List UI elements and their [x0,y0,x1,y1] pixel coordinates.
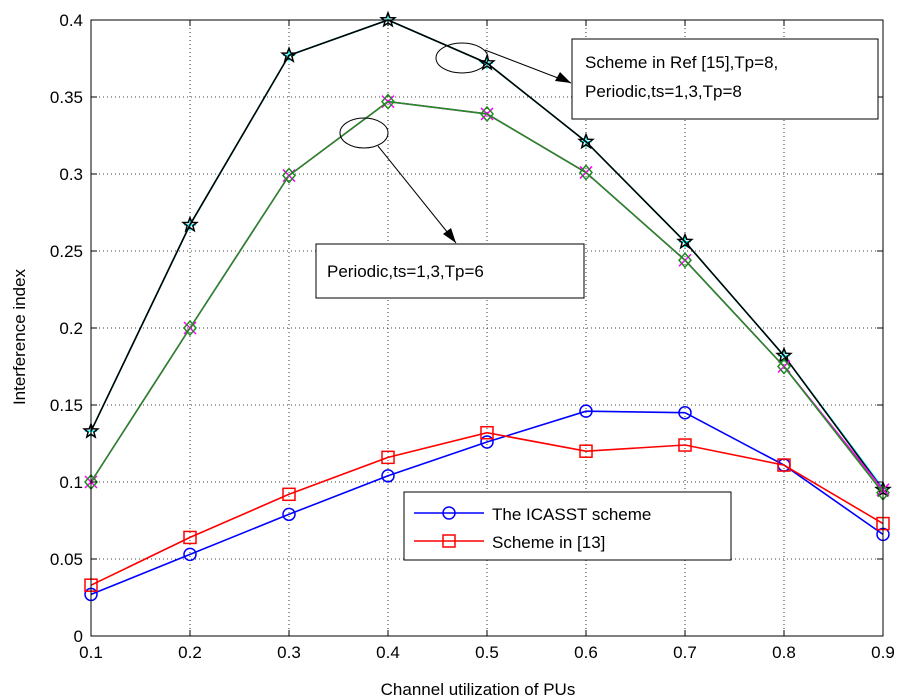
data-point [183,547,197,562]
data-point [381,93,395,110]
annotation-arrowhead-middle [443,228,456,243]
annotation-group-top: Scheme in Ref [15],Tp=8, Periodic,ts=1,3… [435,38,879,120]
x-tick-label: 0.4 [376,643,400,662]
x-tick-label: 0.7 [673,643,697,662]
x-tick-label: 0.1 [79,643,103,662]
y-tick-label: 0.05 [50,550,83,569]
data-point [282,167,296,184]
y-tick-label: 0.1 [59,473,83,492]
x-tick-label: 0.6 [574,643,598,662]
data-point [579,444,593,458]
data-point [777,358,791,375]
annotation-top-line-2: Periodic,ts=1,3,Tp=8 [585,82,742,101]
annotation-arrowhead-top [555,72,571,83]
data-point [478,53,496,71]
data-point [579,404,593,418]
annotation-arrow-top [484,49,572,84]
data-point [480,435,494,449]
legend-marker [442,506,456,520]
y-tick-label: 0.2 [59,319,83,338]
y-tick-label: 0 [74,627,83,646]
data-point [280,46,298,63]
data-point [678,438,692,452]
data-point [480,425,494,440]
x-tick-label: 0.8 [772,643,796,662]
y-axis-label: Interference index [10,268,29,405]
series-5 [84,93,890,501]
data-point [381,469,395,483]
data-point [181,215,199,233]
series-line [90,410,884,596]
annotation-box-middle [315,243,585,299]
data-point [678,252,692,269]
data-point [678,405,692,420]
legend: The ICASST scheme Scheme in [13] [403,491,732,561]
annotation-arrow-middle [377,145,457,244]
data-point [381,450,395,465]
series-line [90,100,884,494]
y-tick-label: 0.3 [59,165,83,184]
legend-swatch-scheme13 [414,534,484,548]
data-point [282,487,296,502]
legend-marker [442,534,456,548]
data-point [183,319,197,337]
data-point [282,507,296,522]
y-tick-label: 0.15 [50,396,83,415]
annotation-ellipse-middle [339,117,389,149]
legend-swatch-icasst [414,506,484,520]
annotation-group-middle: Periodic,ts=1,3,Tp=6 [315,117,585,299]
x-tick-label: 0.9 [871,643,895,662]
legend-box [403,491,732,561]
annotation-middle-line-1: Periodic,ts=1,3,Tp=6 [327,262,484,281]
data-point [480,105,494,123]
tick-labels: 0.1 0.2 0.3 0.4 0.5 0.6 0.7 0.8 0.9 0 0.05 0.1 0.15 0… [50,11,895,662]
x-axis-label: Channel utilization of PUs [381,680,576,699]
y-tick-label: 0.35 [50,88,83,107]
legend-label-icasst: The ICASST scheme [492,505,651,524]
annotation-top-line-1: Scheme in Ref [15],Tp=8, [585,53,778,72]
annotation-box-top [571,38,879,120]
data-point [676,232,694,250]
data-point [777,458,791,472]
series-line [90,431,884,586]
annotation-ellipse-top [435,42,489,74]
legend-label-scheme13: Scheme in [13] [492,533,605,552]
x-tick-label: 0.5 [475,643,499,662]
y-tick-label: 0.4 [59,11,83,30]
x-tick-label: 0.3 [277,643,301,662]
x-tick-label: 0.2 [178,643,202,662]
data-point [579,164,593,181]
data-point [183,530,197,545]
y-tick-label: 0.25 [50,242,83,261]
data-point [577,132,595,150]
